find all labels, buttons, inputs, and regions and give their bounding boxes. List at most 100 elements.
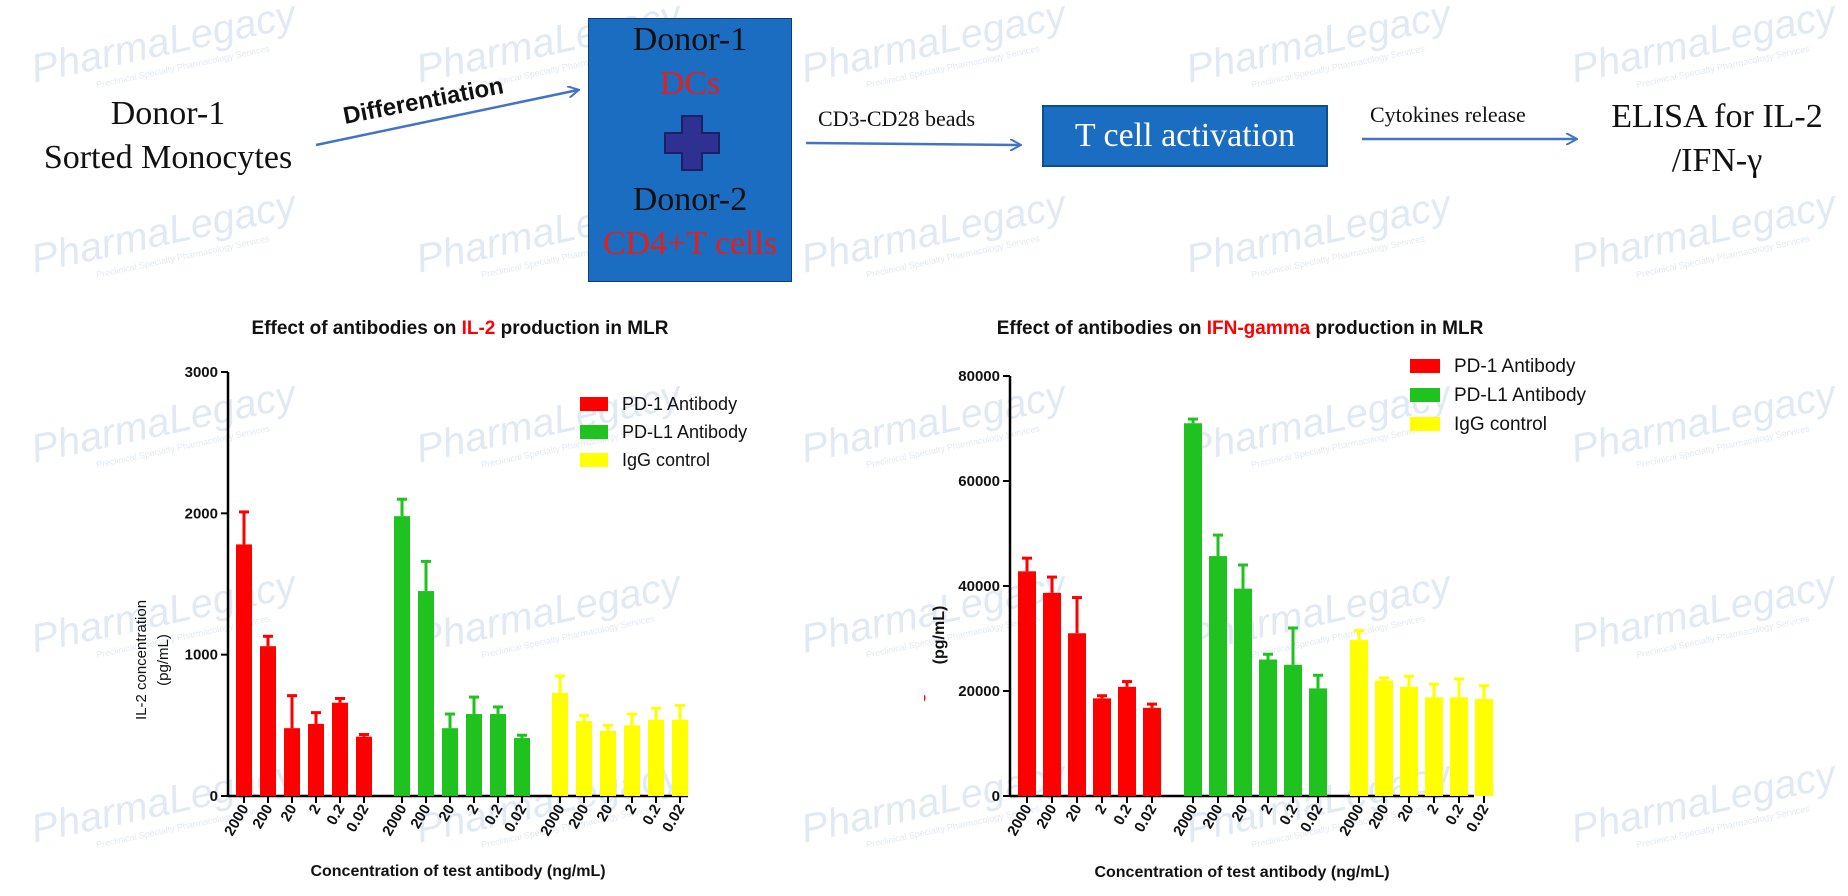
legend-label: PD-L1 Antibody [622,422,747,442]
t-cell-activation-box: T cell activation [1042,105,1328,167]
x-tick-label: 0.02 [659,802,688,836]
x-axis-label: Concentration of test antibody (ng/mL) [310,863,605,880]
y-axis-label-highlight: IFN-gamma [924,646,926,733]
box-donor1: Donor-1 [632,21,748,58]
y-tick-label: 3000 [185,364,218,381]
bar [442,728,458,796]
bar [1475,698,1493,796]
plus-icon [664,115,720,171]
legend-swatch [580,425,608,439]
x-tick-label: 0.02 [1131,802,1160,836]
x-tick-label: 0.02 [1297,802,1326,836]
chart2-title-prefix: Effect of antibodies on [996,318,1207,339]
y-axis-label-unit: (pg/mL) [931,606,948,665]
bar [1093,698,1111,796]
coculture-box: Donor-1 DCs Donor-2 CD4+T cells [588,18,792,282]
chart1-title: Effect of antibodies on IL-2 production … [140,318,780,340]
bar [490,714,506,796]
bar [1450,697,1468,796]
bar [552,692,568,796]
x-tick-label: 2000 [221,802,252,839]
bar [600,730,616,796]
y-axis-label: IFN-gamma concentration [924,536,926,733]
elisa-label: ELISA for IL-2 /IFN-γ [1586,95,1848,183]
chart1-title-highlight: IL-2 [461,318,496,339]
bar [514,738,530,796]
bar [1400,686,1418,796]
legend-label: IgG control [1454,414,1547,435]
legend-label: PD-L1 Antibody [1454,385,1587,406]
x-tick-label: 20 [1394,802,1417,825]
x-tick-label: 200 [565,802,592,832]
chart1-title-prefix: Effect of antibodies on [251,318,462,339]
bar [1350,640,1368,796]
bar [1118,686,1136,796]
legend-swatch [580,397,608,411]
y-tick-label: 0 [210,788,218,805]
y-axis-label-suffix: concentration [924,536,926,646]
arrow-differentiation [315,90,578,147]
bar [1284,664,1302,796]
x-tick-label: 2000 [1336,802,1367,839]
bar [1259,659,1277,796]
bar [394,516,410,796]
x-tick-label: 2000 [379,802,410,839]
legend-label: PD-1 Antibody [1454,356,1576,377]
y-axis-label-unit: (pg/mL) [155,634,172,686]
bar [1234,588,1252,796]
bar [1068,633,1086,796]
box-cd4: CD4+T cells [602,225,778,262]
x-tick-label: 2 [1092,802,1111,818]
x-tick-label: 200 [249,802,276,832]
x-tick-label: 2 [306,802,325,818]
x-tick-label: 20 [1062,802,1085,825]
chart2-title-suffix: production in MLR [1310,318,1484,339]
y-tick-label: 0 [992,788,1000,805]
flow-arrows: Differentiation [315,72,1848,300]
donor1-sorted-monocytes: Donor-1 Sorted Monocytes [18,92,318,180]
y-tick-label: 60000 [958,473,1000,490]
x-tick-label: 2 [1258,802,1277,818]
x-tick-label: 2000 [1170,802,1201,839]
bar [356,736,372,796]
elisa-line2: /IFN-γ [1671,142,1763,179]
arrow-beads [805,143,1020,145]
bar [236,544,252,796]
y-tick-label: 40000 [958,578,1000,595]
elisa-line1: ELISA for IL-2 [1611,98,1823,135]
bar [624,725,640,796]
bar [1375,680,1393,796]
beads-label: CD3-CD28 beads [818,106,976,131]
x-tick-label: 0.02 [343,802,372,836]
chart2-title: Effect of antibodies on IFN-gamma produc… [920,318,1560,340]
x-tick-label: 200 [1199,802,1226,832]
bar [466,714,482,796]
legend-swatch [1410,388,1440,402]
x-tick-label: 2 [622,802,641,818]
y-tick-label: 1000 [185,647,218,664]
bar [1184,423,1202,796]
bar [284,728,300,796]
legend-label: PD-1 Antibody [622,394,737,414]
y-tick-label: 2000 [185,505,218,522]
donor1-label: Donor-1 [110,95,226,132]
x-tick-label: 2000 [1004,802,1035,839]
x-tick-label: 20 [277,802,300,825]
box-donor2: Donor-2 [632,181,748,218]
bar [1018,571,1036,796]
x-tick-label: 2 [1424,802,1443,818]
x-tick-label: 200 [407,802,434,832]
x-axis-label: Concentration of test antibody (ng/mL) [1094,864,1389,881]
bar [576,721,592,796]
y-axis-label: IL-2 concentration [133,600,150,720]
bar [1309,688,1327,796]
chart1-title-suffix: production in MLR [495,318,669,339]
legend-swatch [1410,417,1440,431]
box-dcs: DCs [659,65,721,102]
bar [418,591,434,796]
y-tick-label: 20000 [958,683,1000,700]
x-tick-label: 20 [593,802,616,825]
chart2-title-highlight: IFN-gamma [1206,318,1311,339]
